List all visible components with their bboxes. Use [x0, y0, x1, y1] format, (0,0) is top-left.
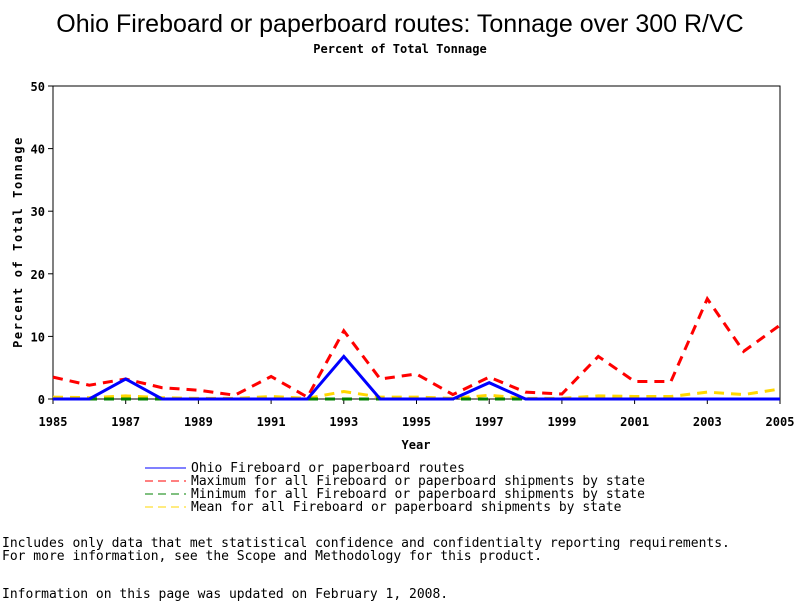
y-tick-label: 30: [31, 205, 45, 219]
x-tick-label: 1997: [475, 415, 504, 429]
plot-frame: [52, 85, 781, 400]
series-line-mean-for-all-fireboard-or-paperboard-shipments-by-state: [52, 387, 781, 400]
y-tick-label: 40: [31, 143, 45, 157]
y-tick-label: 50: [31, 80, 45, 94]
chart-subtitle: Percent of Total Tonnage: [313, 42, 486, 56]
x-tick-label: 1999: [547, 415, 576, 429]
y-tick-label: 20: [31, 268, 45, 282]
y-tick-label: 0: [38, 393, 45, 407]
note-confidence: Includes only data that met statistical …: [2, 536, 730, 551]
x-tick-label: 2003: [693, 415, 722, 429]
y-tick-label: 10: [31, 330, 45, 344]
x-tick-label: 1989: [184, 415, 213, 429]
series-lines: [52, 295, 781, 401]
x-tick-label: 1993: [329, 415, 358, 429]
x-tick-label: 1991: [257, 415, 286, 429]
legend: Ohio Fireboard or paperboard routesMaxim…: [145, 461, 645, 515]
chart-title: Ohio Fireboard or paperboard routes: Ton…: [56, 10, 743, 38]
legend-label: Mean for all Fireboard or paperboard shi…: [191, 500, 622, 515]
x-tick-label: 1985: [39, 415, 68, 429]
note-updated: Information on this page was updated on …: [2, 587, 449, 602]
note-methodology: For more information, see the Scope and …: [2, 549, 543, 564]
y-axis: 0 10 20 30 40 50: [31, 80, 53, 407]
series-line-ohio-fireboard-or-paperboard-routes: [53, 354, 780, 401]
legend-label: Minimum for all Fireboard or paperboard …: [191, 487, 645, 502]
x-axis-label: Year: [402, 438, 431, 452]
x-tick-label: 1987: [111, 415, 140, 429]
x-tick-label: 2005: [766, 415, 795, 429]
x-tick-label: 1995: [402, 415, 431, 429]
legend-label: Maximum for all Fireboard or paperboard …: [191, 474, 645, 489]
series-line-maximum-for-all-fireboard-or-paperboard-shipments-by-state: [52, 295, 781, 400]
y-axis-label: Percent of Total Tonnage: [11, 136, 25, 348]
legend-label: Ohio Fireboard or paperboard routes: [191, 461, 465, 476]
x-tick-label: 2001: [620, 415, 649, 429]
x-axis: 1985 1987 1989 1991 1993 1995 1997 1999 2001 2003…: [39, 399, 795, 429]
